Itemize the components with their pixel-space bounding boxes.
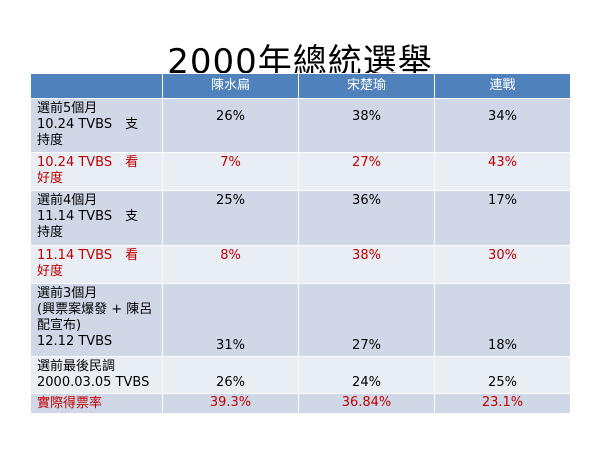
header-cell-soong: 宋楚瑜 [298,73,435,99]
table-row: 選前3個月 (興票案爆發 + 陳呂 配宣布) 12.12 TVBS 31% 27% 1… [30,283,571,357]
value-cell: 18% [434,283,571,357]
row-label: 選前4個月 11.14 TVBS 支持度 [30,190,163,246]
value-cell: 39.3% [162,393,299,414]
row-label: 10.24 TVBS 看好度 [30,152,163,191]
row-label: 11.14 TVBS 看好度 [30,245,163,284]
table-row: 選前4個月 11.14 TVBS 支持度 25% 36% 17% [30,190,571,246]
table-row: 11.14 TVBS 看好度 8% 38% 30% [30,245,571,284]
value-cell: 27% [298,152,435,191]
table-row: 選前最後民調 2000.03.05 TVBS 26% 24% 25% [30,356,571,394]
value-cell: 26% [162,356,299,394]
value-cell: 38% [298,98,435,153]
value-cell: 25% [434,356,571,394]
table-row: 10.24 TVBS 看好度 7% 27% 43% [30,152,571,191]
value-cell: 34% [434,98,571,153]
row-label: 實際得票率 [30,393,163,414]
table-header-row: 陳水扁 宋楚瑜 連戰 [30,73,571,99]
value-cell: 43% [434,152,571,191]
value-cell: 7% [162,152,299,191]
value-cell: 23.1% [434,393,571,414]
value-cell: 36.84% [298,393,435,414]
row-label: 選前3個月 (興票案爆發 + 陳呂 配宣布) 12.12 TVBS [30,283,163,357]
value-cell: 27% [298,283,435,357]
row-label: 選前最後民調 2000.03.05 TVBS [30,356,163,394]
value-cell: 30% [434,245,571,284]
header-cell-lien: 連戰 [434,73,571,99]
value-cell: 38% [298,245,435,284]
value-cell: 26% [162,98,299,153]
row-label: 選前5個月 10.24 TVBS 支持度 [30,98,163,153]
value-cell: 8% [162,245,299,284]
value-cell: 24% [298,356,435,394]
value-cell: 31% [162,283,299,357]
table-row: 選前5個月 10.24 TVBS 支持度 26% 38% 34% [30,98,571,153]
table-row: 實際得票率 39.3% 36.84% 23.1% [30,393,571,414]
poll-table: 陳水扁 宋楚瑜 連戰 選前5個月 10.24 TVBS 支持度 26% 38% 3… [30,73,571,414]
value-cell: 36% [298,190,435,246]
header-cell-chen: 陳水扁 [162,73,299,99]
header-cell-blank [30,73,163,99]
value-cell: 17% [434,190,571,246]
value-cell: 25% [162,190,299,246]
